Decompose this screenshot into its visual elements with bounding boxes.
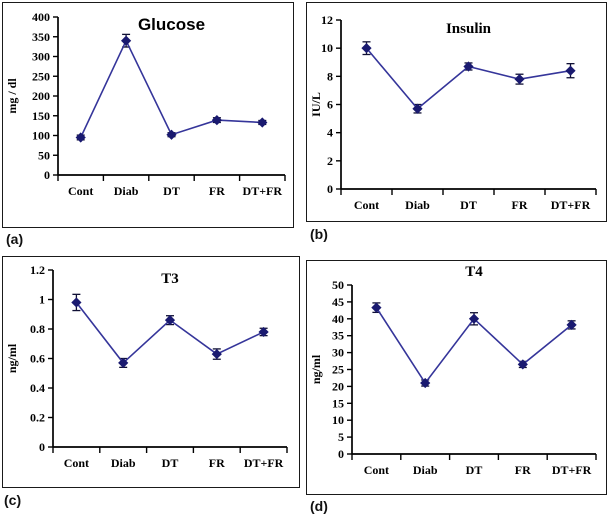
y-tick-label: 0 [39,440,45,454]
x-category-label: DT+FR [552,463,592,477]
glucose-chart-canvas: 0 50 100 150 200 250 300 350 400 Cont Diab DT FR DT+F… [5,10,286,198]
data-point-marker [75,132,86,143]
y-tick-label: 50 [332,278,344,292]
panel-label-a: (a) [6,231,24,247]
y-tick-label: 0 [44,168,50,182]
chart-title: T4 [465,264,483,280]
chart-title: Glucose [138,15,205,34]
data-point-marker [211,114,223,126]
series-line [75,301,264,365]
x-category-label: DT [163,184,180,198]
y-tick-label: 400 [32,10,50,24]
data-point-marker [371,302,382,313]
y-axis-label: ng/ml [5,343,19,373]
panel-label-d: (d) [310,498,328,514]
x-category-label: Diab [405,198,430,212]
y-tick-label: 0 [327,182,333,196]
data-point-marker [565,65,576,76]
y-tick-label: 0.6 [30,352,45,366]
x-category-label: Cont [68,184,93,198]
y-tick-label: 45 [332,295,344,309]
panel-label-b: (b) [310,226,328,242]
x-category-label: Diab [413,463,438,477]
x-category-label: FR [209,456,225,470]
y-tick-label: 10 [332,413,344,427]
data-point-marker [118,357,129,369]
chart-title: T3 [161,271,179,287]
y-tick-label: 0.2 [30,411,45,425]
y-tick-label: 350 [32,30,50,44]
y-tick-label: 1 [39,293,45,307]
x-category-label: DT+FR [243,184,283,198]
y-tick-label: 12 [321,13,333,27]
y-tick-label: 4 [327,126,333,140]
t4-chart-canvas: 0 5 10 15 20 25 30 35 40 45 50 Cont Diab DT FR DT+FR T4 n… [309,264,597,477]
data-point-marker [514,74,525,85]
y-tick-label: 20 [332,379,344,393]
y-tick-label: 50 [38,148,50,162]
y-tick-label: 8 [327,69,333,83]
data-point-marker [166,129,177,140]
data-point-marker [420,377,431,389]
x-category-label: DT [162,456,179,470]
data-point-marker [361,43,372,54]
data-point-marker [463,61,474,72]
data-point-marker [71,297,82,308]
y-tick-label: 0.8 [30,322,45,336]
y-tick-label: 15 [332,396,344,410]
y-tick-label: 40 [332,312,344,326]
x-category-label: DT+FR [551,198,591,212]
x-category-label: DT+FR [244,456,284,470]
x-category-label: Cont [364,463,389,477]
y-axis-label: mg / dl [5,78,19,114]
t3-chart-panel: 0 0.2 0.4 0.6 0.8 1 1.2 Cont Diab DT FR DT+FR T3 ng/m… [2,256,300,488]
y-tick-label: 300 [32,50,50,64]
y-tick-label: 6 [327,98,333,112]
y-tick-label: 200 [32,89,50,103]
y-tick-label: 25 [332,363,344,377]
data-point-marker [120,35,132,46]
x-category-label: DT [460,198,477,212]
x-category-label: Diab [114,184,139,198]
data-point-marker [566,319,577,330]
x-category-label: DT [466,463,483,477]
x-category-label: Diab [111,456,136,470]
y-axis-label: IU/L [309,92,323,117]
t3-chart-canvas: 0 0.2 0.4 0.6 0.8 1 1.2 Cont Diab DT FR DT+FR T3 ng/m… [5,263,288,470]
y-tick-label: 1.2 [30,263,45,277]
insulin-chart-panel: 0 2 4 6 8 10 12 Cont Diab DT FR DT+FR Insulin IU/L [306,2,607,222]
y-tick-label: 2 [327,154,333,168]
y-tick-label: 5 [338,430,344,444]
y-tick-label: 10 [321,41,333,55]
x-category-label: Cont [64,456,89,470]
y-tick-label: 250 [32,69,50,83]
data-point-marker [164,315,176,326]
x-category-label: Cont [354,198,379,212]
data-point-marker [468,313,480,324]
glucose-chart-panel: 0 50 100 150 200 250 300 350 400 Cont Diab DT FR DT+F… [2,2,294,228]
y-tick-label: 0 [338,447,344,461]
y-axis-label: ng/ml [309,354,323,384]
y-tick-label: 35 [332,329,344,343]
data-point-marker [257,117,268,128]
t4-chart-panel: 0 5 10 15 20 25 30 35 40 45 50 Cont Diab DT FR DT+FR T4 n… [306,260,607,495]
data-point-marker [211,348,222,360]
data-point-marker [258,326,269,338]
series-line [365,47,571,110]
series-line [79,38,263,138]
x-category-label: FR [512,198,528,212]
data-point-marker [412,103,423,114]
y-tick-label: 100 [32,129,50,143]
y-tick-label: 30 [332,346,344,360]
x-category-label: FR [515,463,531,477]
y-tick-label: 0.4 [30,381,45,395]
data-point-marker [517,359,528,370]
x-category-label: FR [209,184,225,198]
panel-label-c: (c) [4,492,22,508]
insulin-chart-canvas: 0 2 4 6 8 10 12 Cont Diab DT FR DT+FR Insulin IU/L [309,13,597,212]
chart-title: Insulin [446,21,492,37]
y-tick-label: 150 [32,109,50,123]
